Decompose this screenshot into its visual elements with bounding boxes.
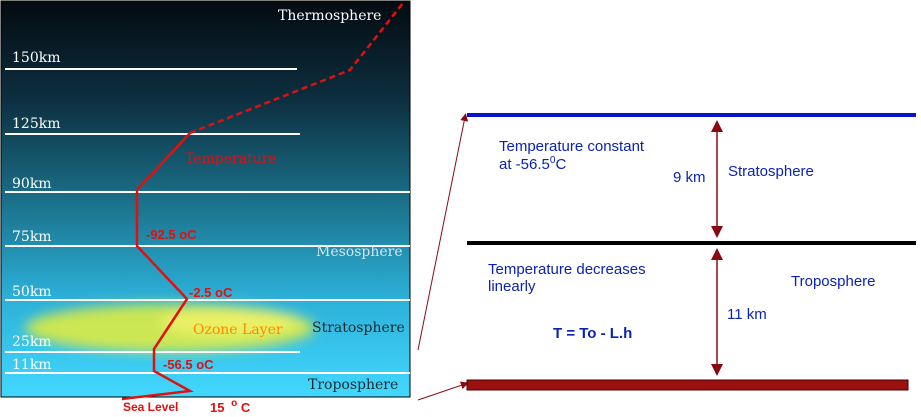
layer-stratosphere: Stratosphere (312, 320, 405, 336)
ground-bar (466, 379, 909, 391)
layer-thermosphere: Thermosphere (278, 8, 381, 24)
strato-thickness-label: 9 km (673, 169, 706, 186)
ozone-label: Ozone Layer (193, 322, 283, 338)
altitude-label-125: 125km (12, 116, 60, 132)
temp-label-minus-92-5: -92.5 oC (146, 227, 197, 242)
left-atmosphere-panel: 150km 125km 90km 75km 50km 25km 11km The… (0, 0, 411, 401)
strato-description-line1: Temperature constant (499, 138, 645, 155)
connector-arrow-top (417, 113, 469, 351)
tropo-thickness-label: 11 km (727, 306, 767, 323)
temperature-profile-line (121, 132, 194, 401)
altitude-label-75: 75km (12, 229, 52, 245)
layer-troposphere: Troposphere (308, 377, 398, 393)
tropo-name-label: Troposphere (791, 273, 876, 290)
sea-level-label: Sea Level (123, 400, 178, 414)
altitude-label-150: 150km (12, 50, 60, 66)
temperature-label: Temperature (185, 151, 277, 167)
ozone-layer (25, 304, 315, 352)
lapse-rate-formula: T = To - L.h (553, 325, 632, 342)
altitude-label-50: 50km (12, 284, 52, 300)
altitude-lines (5, 68, 410, 374)
altitude-label-11: 11km (12, 357, 52, 373)
sea-level-temp: 15 o C (210, 394, 251, 415)
strato-description-line2: at -56.50C (499, 155, 566, 173)
connector-arrow-bottom (417, 381, 469, 401)
strato-name-label: Stratosphere (728, 163, 814, 180)
tropo-description-line1: Temperature decreases (488, 261, 646, 278)
right-detail-panel: Temperature constant at -56.50C 9 km Str… (466, 113, 916, 391)
temperature-profile-dashed (189, 2, 404, 135)
altitude-label-90: 90km (12, 176, 52, 192)
temp-label-minus-56-5: -56.5 oC (163, 357, 214, 372)
altitude-label-25: 25km (12, 334, 52, 350)
tropo-description-line2: linearly (488, 278, 536, 295)
layer-mesosphere: Mesosphere (316, 244, 403, 260)
sea-level-caption: Sea Level 15 o C (123, 394, 251, 415)
temp-label-minus-2-5: -2.5 oC (189, 285, 233, 300)
